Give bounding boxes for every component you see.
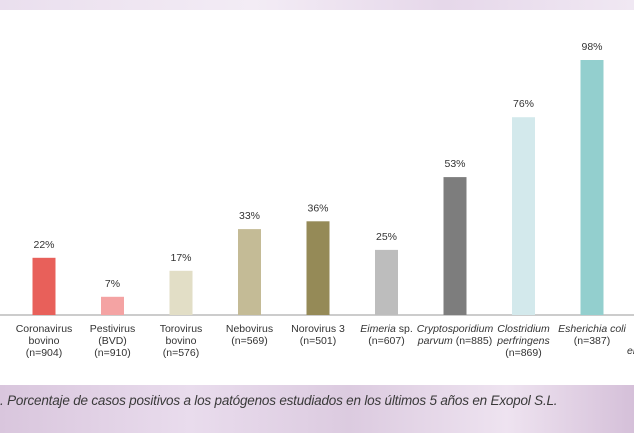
category-sample-size: (n=387) — [574, 335, 610, 347]
category-label-line: Torovirus — [160, 323, 203, 335]
bar-value-label: 22% — [33, 239, 54, 251]
bar-value-label: 17% — [170, 252, 191, 264]
top-decorative-band — [0, 0, 634, 10]
category-sample-size: (n=869) — [505, 347, 541, 359]
bar-8 — [580, 60, 604, 315]
category-sample-size: (n=501) — [300, 335, 336, 347]
bar-value-label: 7% — [105, 278, 120, 290]
bar-0 — [32, 257, 56, 315]
category-sample-size: (n=910) — [94, 347, 130, 359]
category-label-line: Nebovirus — [226, 323, 273, 335]
bar-value-label: 25% — [376, 231, 397, 243]
bar-4 — [306, 221, 330, 315]
bar-value-label: 98% — [581, 41, 602, 53]
category-label-line: (BVD) — [98, 335, 127, 347]
bottom-decorative-band — [0, 385, 634, 433]
bar-1 — [101, 296, 124, 315]
category-label-line: perfringens — [496, 335, 550, 347]
category-label-line: Cryptosporidium — [417, 323, 494, 335]
category-sample-size: (n=607) — [368, 335, 404, 347]
category-label-line: Norovirus 3 — [291, 323, 345, 335]
figure-caption: . Porcentaje de casos positivos a los pa… — [0, 393, 558, 408]
bar-7 — [512, 117, 535, 315]
category-label-line: parvum (n=885) — [417, 335, 492, 347]
bar-5 — [375, 249, 398, 315]
category-label-line: Eimeria sp. — [360, 323, 413, 335]
bar-chart: 22%Coronavirusbovino(n=904)7%Pestivirus(… — [0, 41, 634, 359]
bars-group: 22%Coronavirusbovino(n=904)7%Pestivirus(… — [16, 41, 627, 359]
category-label-line: Coronavirus — [16, 323, 73, 335]
cut-off-category-label: er — [627, 345, 634, 357]
category-label-line: Esherichia coli — [558, 323, 626, 335]
bar-value-label: 36% — [307, 202, 328, 214]
category-label-line: Pestivirus — [90, 323, 136, 335]
category-label-line: bovino — [29, 335, 60, 347]
category-sample-size: (n=576) — [163, 347, 199, 359]
bar-value-label: 33% — [239, 210, 260, 222]
bar-6 — [443, 177, 467, 315]
bar-value-label: 76% — [513, 98, 534, 110]
category-label-line: Clostridium — [497, 323, 550, 335]
bar-3 — [238, 229, 261, 315]
category-label-line: bovino — [166, 335, 197, 347]
category-sample-size: (n=569) — [231, 335, 267, 347]
bar-value-label: 53% — [444, 158, 465, 170]
category-sample-size: (n=904) — [26, 347, 62, 359]
bar-2 — [169, 270, 193, 315]
